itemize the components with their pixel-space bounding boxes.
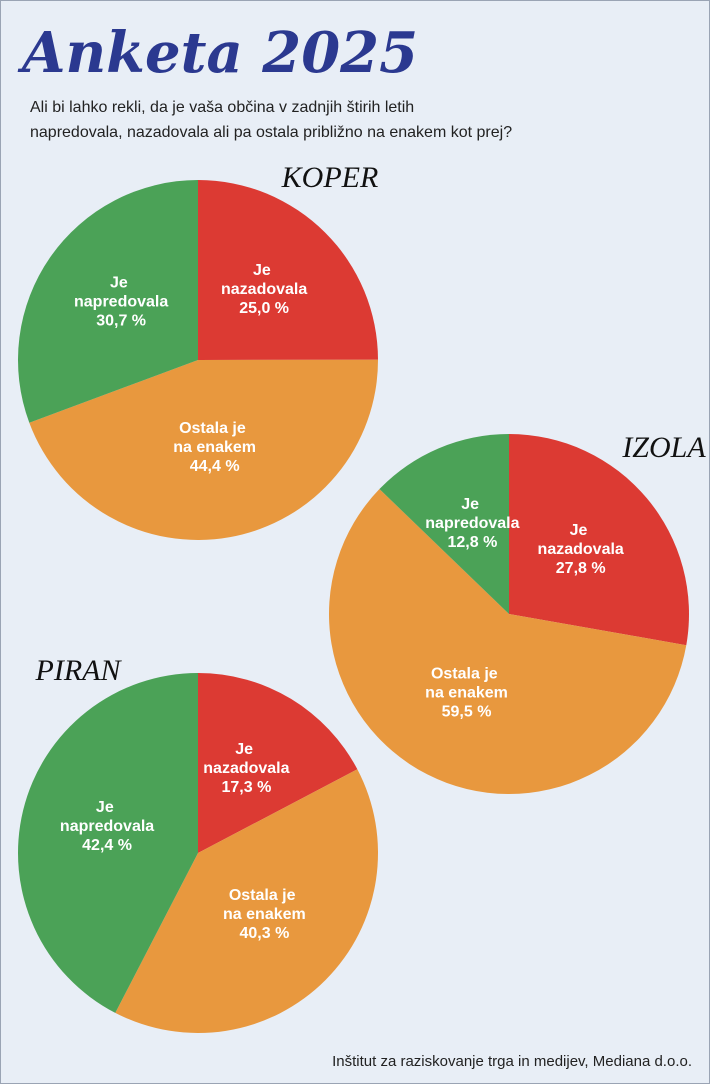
slice-value-label: 17,3 %	[221, 779, 271, 796]
slice-category: Ostala je na enakem	[223, 887, 306, 923]
slice-value-label: 25,0 %	[239, 300, 289, 317]
source: Inštitut za raziskovanje trga in medijev…	[332, 1053, 692, 1070]
pie-slice	[115, 769, 379, 1033]
pie-title: KOPER	[281, 161, 379, 194]
pie-slice	[509, 434, 689, 646]
pie-slice	[329, 489, 687, 795]
pie-slice	[379, 434, 509, 614]
slice-category: Je napredovala	[60, 799, 154, 835]
subtitle-line: napredovala, nazadovala ali pa ostala pr…	[30, 124, 512, 141]
pie-title: PIRAN	[35, 654, 123, 687]
slice-value-label: 27,8 %	[556, 560, 606, 577]
pie-title: IZOLA	[621, 431, 706, 464]
slice-value-label: 44,4 %	[190, 458, 240, 475]
slice-category: Je nazadovala	[203, 741, 289, 777]
pie-slice	[29, 359, 379, 541]
slice-category: Je nazadovala	[538, 522, 624, 558]
slice-category: Ostala je na enakem	[173, 420, 256, 456]
slice-value-label: 59,5 %	[442, 703, 492, 720]
slice-category: Ostala je na enakem	[425, 665, 508, 701]
slice-value-label: 12,8 %	[447, 534, 497, 551]
slice-category: Je nazadovala	[221, 262, 307, 298]
slice-value-label: 40,3 %	[239, 925, 289, 942]
slice-category: Je napredovala	[425, 496, 519, 532]
slice-value-label: 30,7 %	[96, 313, 146, 330]
page-title: Anketa 2025	[17, 20, 418, 86]
pie-slice	[198, 673, 358, 853]
slice-category: Je napredovala	[74, 275, 168, 311]
pie-slice	[17, 180, 198, 423]
slice-value-label: 42,4 %	[82, 837, 132, 854]
pie-slice	[198, 180, 378, 360]
subtitle-line: Ali bi lahko rekli, da je vaša občina v …	[30, 99, 414, 116]
pie-slice	[17, 673, 198, 1013]
